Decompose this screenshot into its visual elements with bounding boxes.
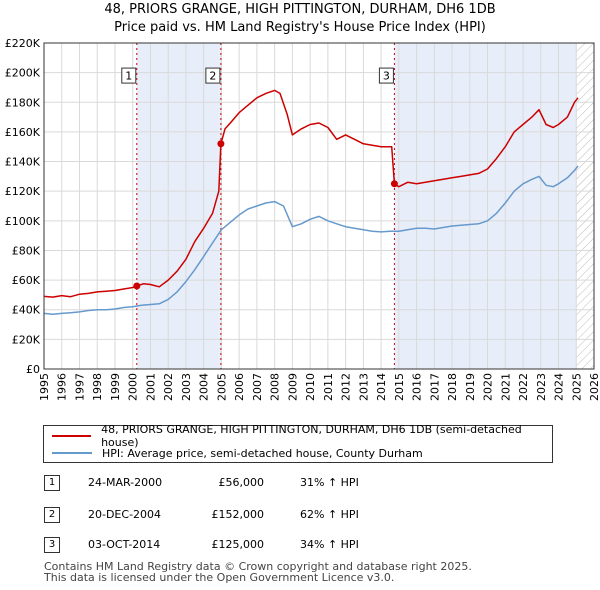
legend-label-property: 48, PRIORS GRANGE, HIGH PITTINGTON, DURH… bbox=[101, 423, 522, 449]
chart-title-line1: 48, PRIORS GRANGE, HIGH PITTINGTON, DURH… bbox=[104, 2, 496, 17]
x-tick-label: 2003 bbox=[180, 373, 193, 401]
x-tick-label: 2005 bbox=[215, 373, 228, 401]
x-tick-label: 2016 bbox=[411, 373, 424, 401]
sale-point bbox=[133, 282, 141, 290]
footer-copyright: Contains HM Land Registry data © Crown c… bbox=[44, 560, 472, 573]
y-tick-label: £20K bbox=[12, 333, 41, 346]
transaction-price: £152,000 bbox=[211, 508, 265, 521]
x-tick-label: 2024 bbox=[553, 373, 566, 401]
x-tick-label: 2012 bbox=[340, 373, 353, 401]
x-tick-label: 2013 bbox=[357, 373, 370, 401]
y-tick-label: £220K bbox=[5, 37, 41, 50]
legend-label-hpi: HPI: Average price, semi-detached house,… bbox=[102, 446, 423, 460]
x-tick-label: 2018 bbox=[446, 373, 459, 401]
y-tick-label: £180K bbox=[5, 96, 41, 109]
y-tick-label: £120K bbox=[5, 185, 41, 198]
footer: Contains HM Land Registry data © Crown c… bbox=[44, 561, 472, 583]
x-tick-label: 1997 bbox=[73, 373, 86, 401]
x-tick-label: 2009 bbox=[286, 373, 299, 401]
x-tick-label: 2014 bbox=[375, 373, 388, 401]
marker-label: 2 bbox=[209, 70, 216, 83]
y-tick-label: £160K bbox=[5, 126, 41, 139]
x-tick-label: 2020 bbox=[482, 373, 495, 401]
x-tick-label: 2025 bbox=[570, 373, 583, 401]
transaction-date: 20-DEC-2004 bbox=[88, 508, 162, 521]
legend-item-hpi: HPI: Average price, semi-detached house,… bbox=[52, 445, 423, 461]
x-tick-label: 2011 bbox=[322, 373, 335, 401]
x-tick-label: 2026 bbox=[588, 373, 600, 401]
x-tick-label: 2010 bbox=[304, 373, 317, 401]
transaction-date: 03-OCT-2014 bbox=[88, 538, 161, 551]
x-tick-label: 1995 bbox=[38, 373, 51, 401]
y-tick-label: £140K bbox=[5, 156, 41, 169]
x-tick-label: 2007 bbox=[251, 373, 264, 401]
price-chart: 1 2 3 £0 £20K £40K £60K £80K £100K £120K £140K £16… bbox=[5, 37, 600, 401]
sale-point bbox=[390, 180, 398, 188]
series-line bbox=[43, 165, 579, 315]
y-tick-label: £200K bbox=[5, 67, 41, 80]
transaction-price: £125,000 bbox=[211, 538, 265, 551]
x-tick-label: 2017 bbox=[428, 373, 441, 401]
x-tick-label: 2001 bbox=[144, 373, 157, 401]
y-tick-label: £60K bbox=[12, 274, 41, 287]
y-tick-label: £0 bbox=[26, 363, 40, 376]
legend: 48, PRIORS GRANGE, HIGH PITTINGTON, DURH… bbox=[43, 423, 553, 463]
transaction-hpi: 34% ↑ HPI bbox=[300, 538, 359, 551]
y-tick-label: £80K bbox=[12, 244, 41, 257]
footer-licence: This data is licensed under the Open Gov… bbox=[44, 571, 395, 584]
x-tick-label: 1999 bbox=[109, 373, 122, 401]
y-tick-label: £100K bbox=[5, 215, 41, 228]
x-tick-label: 2006 bbox=[233, 373, 246, 401]
x-tick-label: 2002 bbox=[162, 373, 175, 401]
shaded-period bbox=[394, 43, 577, 369]
x-tick-label: 2015 bbox=[393, 373, 406, 401]
legend-item-property: 48, PRIORS GRANGE, HIGH PITTINGTON, DURH… bbox=[52, 423, 552, 449]
marker-label: 3 bbox=[383, 70, 390, 83]
transaction-number: 1 bbox=[44, 475, 60, 491]
x-tick-label: 1996 bbox=[56, 373, 69, 401]
forecast-hatch bbox=[576, 43, 594, 369]
sale-point bbox=[217, 140, 225, 148]
x-tick-label: 1998 bbox=[91, 373, 104, 401]
x-tick-label: 2019 bbox=[464, 373, 477, 401]
transaction-price: £56,000 bbox=[218, 476, 265, 489]
legend-line-red bbox=[52, 435, 92, 437]
legend-line-blue bbox=[52, 452, 92, 454]
marker-label-box bbox=[205, 67, 221, 84]
chart-title-line2: Price paid vs. HM Land Registry's House … bbox=[114, 20, 486, 35]
transaction-date: 24-MAR-2000 bbox=[88, 476, 163, 489]
x-tick-label: 2000 bbox=[127, 373, 140, 401]
x-tick-label: 2022 bbox=[517, 373, 530, 401]
x-tick-label: 2021 bbox=[499, 373, 512, 401]
shaded-period bbox=[136, 43, 221, 369]
marker-label-box bbox=[378, 67, 394, 84]
transaction-hpi: 31% ↑ HPI bbox=[300, 476, 359, 489]
transaction-number: 2 bbox=[44, 507, 60, 523]
transaction-hpi: 62% ↑ HPI bbox=[300, 508, 359, 521]
marker-label: 1 bbox=[125, 70, 132, 83]
x-tick-label: 2023 bbox=[535, 373, 548, 401]
marker-label-box bbox=[121, 67, 137, 84]
y-tick-label: £40K bbox=[12, 304, 41, 317]
plot-frame bbox=[43, 42, 595, 370]
x-tick-label: 2004 bbox=[198, 373, 211, 401]
x-tick-label: 2008 bbox=[269, 373, 282, 401]
transaction-number: 3 bbox=[44, 537, 60, 553]
